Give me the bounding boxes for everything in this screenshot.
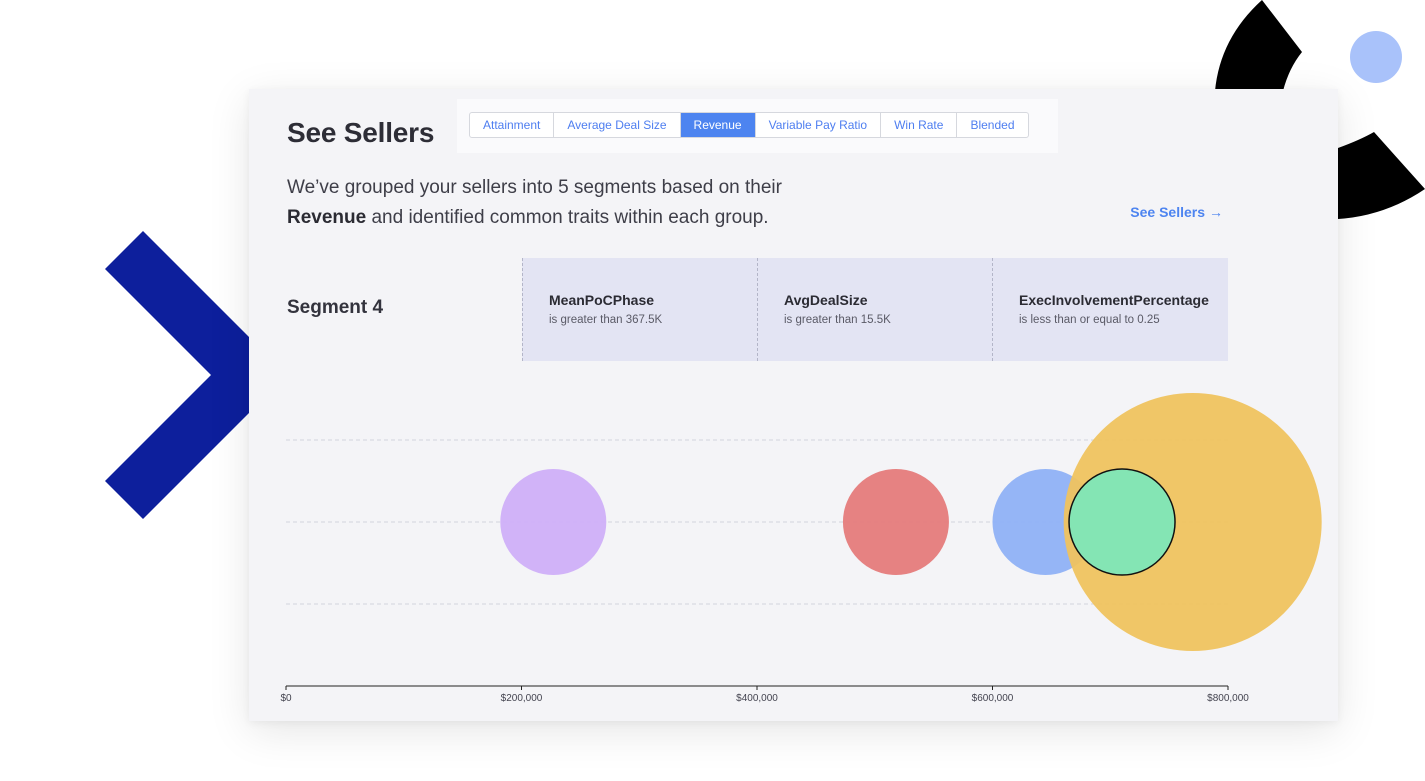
tab-average-deal-size[interactable]: Average Deal Size (554, 113, 681, 137)
arrow-right-icon: → (1209, 204, 1223, 220)
segment-bubble[interactable] (500, 469, 607, 575)
tab-win-rate[interactable]: Win Rate (881, 113, 958, 137)
segment-bubble-selected[interactable] (1068, 468, 1176, 576)
metric-tabs-panel: Attainment Average Deal Size Revenue Variab… (457, 99, 1058, 153)
see-sellers-link[interactable]: See Sellers → (1130, 204, 1223, 220)
segment-title: Segment 4 (287, 297, 384, 318)
segments-description: We’ve grouped your sellers into 5 segmen… (287, 173, 907, 233)
x-axis-tick-label: $600,000 (972, 693, 1014, 704)
see-sellers-card: See Sellers Attainment Average Deal Size R… (249, 89, 1338, 721)
tab-attainment[interactable]: Attainment (470, 113, 555, 137)
description-metric: Revenue (287, 207, 367, 228)
trait-name: AvgDealSize (784, 292, 868, 308)
description-line-2: and identified common traits within each… (366, 207, 769, 228)
metric-tabs: Attainment Average Deal Size Revenue Variab… (469, 112, 1029, 138)
tab-revenue[interactable]: Revenue (680, 113, 756, 137)
black-arc-decoration-bottom (1338, 132, 1425, 219)
trait-card: ExecInvolvementPercentage is less than or… (992, 258, 1227, 361)
trait-name: ExecInvolvementPercentage (1019, 292, 1209, 308)
segment-bubble[interactable] (842, 469, 949, 575)
chevron-decoration (105, 231, 287, 519)
page-title: See Sellers (287, 117, 435, 148)
blue-dot-decoration (1350, 31, 1402, 83)
trait-condition: is less than or equal to 0.25 (1019, 314, 1160, 326)
x-axis-tick-label: $0 (280, 693, 292, 704)
see-sellers-link-label: See Sellers (1130, 204, 1205, 220)
tab-variable-pay-ratio[interactable]: Variable Pay Ratio (756, 113, 882, 137)
revenue-bubble-chart: $0 $200,000 $400,000 $600,000 $800,000 (280, 393, 1322, 704)
trait-name: MeanPoCPhase (549, 292, 655, 308)
tab-blended[interactable]: Blended (970, 118, 1015, 132)
segment-bubble[interactable] (1063, 393, 1322, 651)
trait-card: AvgDealSize is greater than 15.5K (757, 258, 992, 361)
trait-condition: is greater than 15.5K (784, 314, 891, 326)
x-axis-tick-label: $400,000 (736, 693, 778, 704)
trait-card: MeanPoCPhase is greater than 367.5K (522, 258, 757, 361)
description-line-1: We’ve grouped your sellers into 5 segmen… (287, 177, 782, 198)
x-axis-tick-label: $800,000 (1207, 693, 1249, 704)
trait-condition: is greater than 367.5K (549, 314, 663, 326)
segment-traits: MeanPoCPhase is greater than 367.5K AvgDea… (522, 258, 1228, 361)
x-axis-tick-label: $200,000 (501, 693, 543, 704)
black-arc-decoration-top (1215, 0, 1302, 91)
